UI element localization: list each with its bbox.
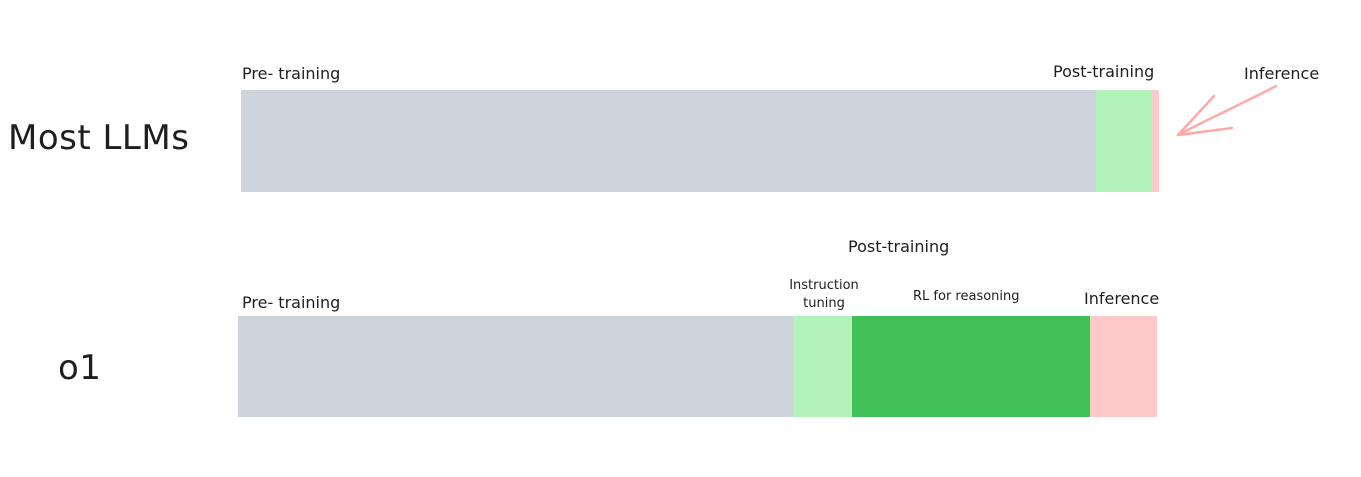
o1-instruction-label-line1: Instruction — [789, 278, 859, 293]
most-llms-posttraining-label: Post-training — [1053, 62, 1155, 81]
o1-pretraining-segment — [238, 316, 794, 417]
most-llms-inference-label: Inference — [1244, 64, 1320, 83]
o1-rl-segment — [852, 316, 1090, 417]
most-llms-pretraining-label: Pre- training — [242, 64, 341, 83]
o1-posttraining-label: Post-training — [848, 237, 950, 256]
most-llms-pretraining-segment — [241, 90, 1096, 192]
o1-pretraining-label: Pre- training — [242, 293, 341, 312]
o1-instruction-segment — [794, 316, 852, 417]
o1-instruction-label-line2: tuning — [803, 296, 845, 311]
o1-rl-label: RL for reasoning — [913, 289, 1020, 304]
row-label-most-llms: Most LLMs — [8, 118, 190, 158]
o1-inference-segment — [1090, 316, 1157, 417]
o1-instruction-label: Instruction tuning — [780, 277, 868, 313]
most-llms-inference-segment — [1151, 90, 1159, 192]
o1-inference-label: Inference — [1084, 289, 1160, 308]
row-label-o1: o1 — [58, 348, 102, 388]
most-llms-posttraining-segment — [1096, 90, 1151, 192]
